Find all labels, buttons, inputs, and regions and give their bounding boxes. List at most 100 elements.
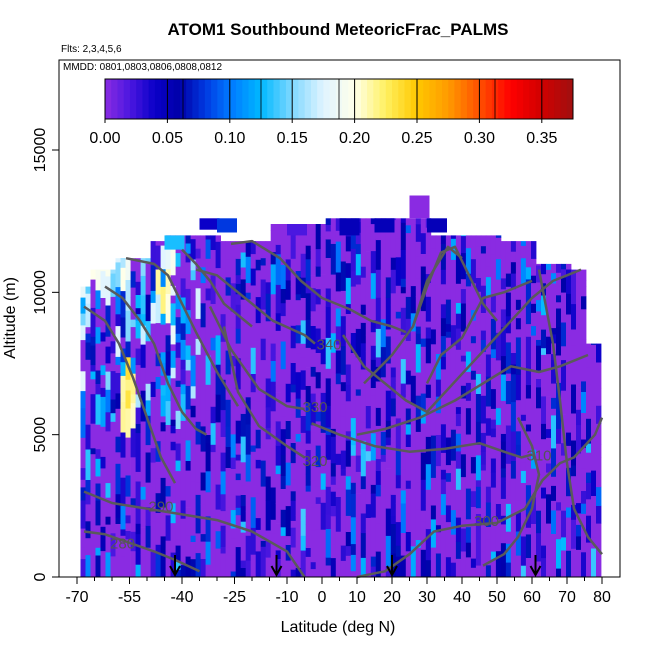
- heatmap-cell: [100, 364, 106, 376]
- heatmap-cell: [175, 410, 181, 429]
- heatmap-cell: [250, 527, 257, 555]
- heatmap-cell: [175, 460, 181, 472]
- heatmap-cell: [385, 468, 392, 498]
- heatmap-cell: [455, 283, 462, 303]
- colorbar-swatch: [404, 79, 412, 119]
- heatmap-cell: [510, 316, 517, 335]
- heatmap-cell: [175, 252, 181, 267]
- colorbar-swatch: [273, 79, 281, 119]
- heatmap-cell: [385, 535, 392, 567]
- heatmap-cell: [531, 282, 537, 304]
- heatmap-cell: [90, 307, 96, 337]
- heatmap-cell: [145, 399, 151, 416]
- heatmap-cell: [345, 531, 352, 547]
- heatmap-cell: [375, 551, 382, 578]
- heatmap-cell: [365, 280, 372, 306]
- heatmap-cell: [485, 502, 492, 527]
- heatmap-cell: [495, 424, 502, 437]
- heatmap-cell: [85, 492, 91, 505]
- heatmap-cell: [340, 290, 347, 317]
- heatmap-cell: [295, 342, 302, 354]
- contour-label: 330: [302, 399, 327, 416]
- heatmap-cell: [100, 269, 106, 272]
- heatmap-cell: [265, 557, 272, 578]
- heatmap-cell: [125, 266, 131, 280]
- heatmap-cell: [100, 297, 106, 319]
- heatmap-cell: [290, 520, 297, 528]
- heatmap-cell: [85, 554, 91, 578]
- heatmap-cell: [345, 430, 352, 441]
- heatmap-cell: [485, 486, 492, 503]
- heatmap-cell: [270, 546, 277, 578]
- heatmap-cell: [190, 269, 196, 281]
- heatmap-cell: [551, 272, 557, 284]
- heatmap-cell: [115, 493, 121, 518]
- heatmap-cell: [220, 379, 226, 411]
- heatmap-cell: [215, 335, 221, 365]
- heatmap-cell: [450, 480, 457, 511]
- heatmap-cell: [350, 352, 357, 370]
- heatmap-cell: [485, 343, 492, 355]
- heatmap-cell: [395, 285, 402, 292]
- heatmap-cell: [415, 343, 422, 373]
- heatmap-cell: [505, 341, 512, 374]
- heatmap-cell: [255, 322, 262, 341]
- heatmap-cell: [460, 278, 467, 290]
- heatmap-cell: [425, 489, 432, 505]
- colorbar-swatch: [329, 79, 337, 119]
- heatmap-cell: [556, 538, 562, 569]
- heatmap-cell: [110, 399, 116, 414]
- heatmap-cell: [470, 506, 477, 529]
- heatmap-cell: [185, 535, 191, 557]
- heatmap-cell: [170, 378, 176, 399]
- heatmap-cell: [325, 288, 332, 308]
- heatmap-cell: [480, 451, 487, 465]
- heatmap-cell: [165, 375, 171, 402]
- heatmap-cell: [360, 277, 367, 305]
- heatmap-cell: [561, 464, 567, 495]
- colorbar-swatch: [173, 79, 181, 119]
- heatmap-cell: [339, 218, 360, 236]
- heatmap-cell: [355, 275, 362, 285]
- heatmap-cell: [225, 259, 231, 278]
- heatmap-cell: [200, 397, 206, 427]
- colorbar: 0.00 0.05 0.10 0.15 0.20 0.25 0.30 0.35: [89, 78, 574, 147]
- heatmap-cell: [150, 241, 156, 266]
- heatmap-cell: [180, 393, 186, 421]
- heatmap-cell: [160, 507, 166, 537]
- heatmap-cell: [230, 404, 237, 435]
- heatmap-cell: [335, 496, 342, 504]
- heatmap-cell: [395, 487, 402, 504]
- heatmap-cell: [355, 420, 362, 444]
- heatmap-cell: [581, 480, 587, 491]
- heatmap-cell: [420, 338, 427, 347]
- heatmap-cell: [170, 243, 176, 276]
- heatmap-cell: [315, 387, 322, 412]
- heatmap-cell: [420, 290, 427, 312]
- heatmap-cell: [395, 503, 402, 523]
- heatmap-cell: [260, 386, 267, 418]
- heatmap-cell: [265, 530, 272, 541]
- heatmap-cell: [541, 557, 547, 578]
- heatmap-cell: [280, 569, 287, 578]
- heatmap-cell: [360, 475, 367, 490]
- heatmap-cell: [285, 462, 292, 486]
- heatmap-cell: [80, 313, 86, 326]
- heatmap-cell: [320, 456, 327, 474]
- heatmap-cell: [185, 253, 191, 263]
- heatmap-cell: [460, 528, 467, 552]
- heatmap-cell: [305, 402, 312, 431]
- heatmap-cell: [295, 487, 302, 516]
- heatmap-cell: [531, 553, 537, 578]
- heatmap-cell: [576, 409, 582, 426]
- heatmap-cell: [135, 471, 141, 482]
- heatmap-cell: [100, 341, 106, 366]
- heatmap-cell: [160, 245, 166, 270]
- heatmap-cell: [240, 299, 247, 323]
- heatmap-cell: [270, 381, 277, 412]
- heatmap-cell: [576, 387, 582, 404]
- heatmap-cell: [460, 551, 467, 578]
- heatmap-cell: [310, 275, 317, 289]
- heatmap-cell: [255, 386, 262, 402]
- heatmap-cell: [325, 239, 332, 258]
